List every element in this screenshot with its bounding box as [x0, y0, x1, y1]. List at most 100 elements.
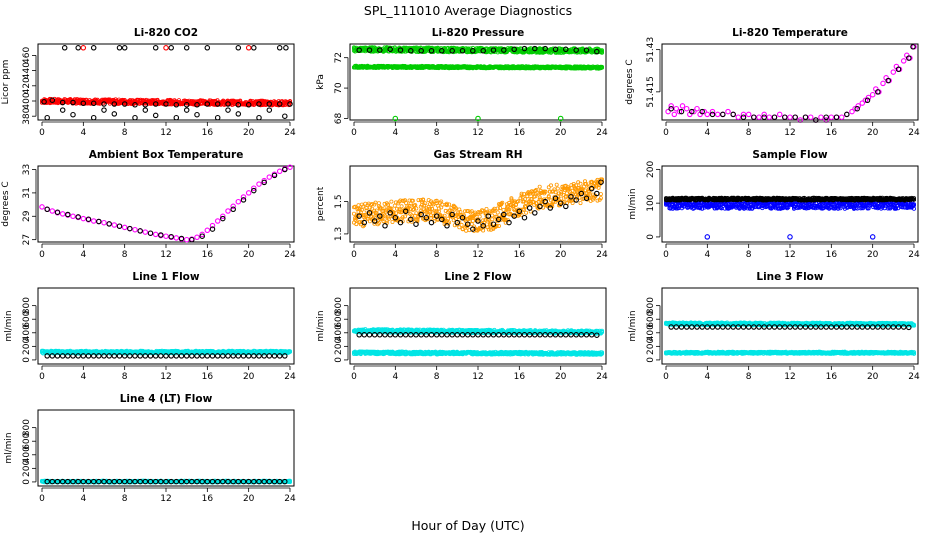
point-s4	[225, 107, 231, 113]
point-s2	[90, 45, 97, 51]
point-s1	[428, 48, 435, 54]
point-s0	[900, 58, 907, 64]
point-s0	[865, 94, 872, 101]
point-s0	[598, 192, 603, 197]
point-s0	[481, 208, 486, 213]
point-s1	[910, 44, 916, 50]
point-s0	[487, 209, 492, 214]
point-s1	[106, 221, 112, 227]
point-s0	[766, 114, 773, 120]
point-s1	[823, 114, 829, 120]
plot-frame	[349, 165, 607, 243]
point-s2	[283, 45, 289, 51]
y-tick-label: 31	[22, 187, 32, 198]
point-s1	[771, 114, 778, 120]
point-s1	[75, 214, 81, 220]
point-s0	[413, 203, 418, 208]
point-s4	[235, 111, 242, 117]
point-s0	[464, 228, 469, 233]
point-s0	[121, 224, 128, 231]
point-s0	[495, 206, 500, 211]
y-tick-label: 440	[22, 62, 32, 79]
point-s0	[402, 214, 407, 219]
point-s0	[436, 209, 441, 214]
x-tick-label: 20	[243, 250, 255, 260]
point-s1	[194, 102, 200, 108]
point-s0	[382, 206, 387, 211]
point-s1	[90, 100, 97, 107]
point-s0	[549, 183, 554, 188]
point-s0	[508, 212, 513, 217]
plot-frame	[37, 43, 295, 121]
point-s0	[393, 211, 398, 216]
point-s0	[90, 218, 97, 224]
x-tick-label: 0	[39, 128, 45, 138]
y-axis-label: degrees C	[1, 181, 11, 226]
point-s0	[701, 108, 707, 115]
point-s0	[49, 208, 56, 214]
point-s1	[266, 101, 273, 107]
x-tick-label: 4	[704, 250, 710, 260]
point-s0	[470, 218, 475, 223]
point-s0	[245, 190, 252, 196]
point-s1	[521, 214, 528, 221]
x-tick-label: 24	[284, 250, 296, 260]
y-tick-label: 1.5	[334, 194, 344, 208]
point-s0	[80, 215, 87, 222]
point-s0	[414, 206, 419, 211]
point-s1	[751, 114, 757, 120]
point-s1	[542, 45, 548, 52]
point-s0	[442, 213, 447, 218]
point-s4	[152, 112, 159, 119]
point-s1	[282, 166, 288, 173]
x-tick-label: 24	[908, 250, 920, 260]
y-tick-label: 460	[22, 47, 32, 64]
point-s1	[552, 46, 559, 53]
point-s1	[573, 47, 579, 53]
x-tick-label: 24	[908, 128, 920, 138]
x-tick-label: 16	[826, 250, 838, 260]
y-tick-label: 400	[22, 92, 32, 109]
point-s3	[392, 115, 399, 122]
point-s0	[410, 198, 415, 203]
point-s1	[844, 111, 850, 118]
point-s1	[261, 179, 267, 186]
point-s1	[127, 225, 133, 232]
point-s0	[374, 208, 379, 213]
point-s0	[500, 200, 505, 205]
point-s0	[230, 203, 236, 210]
point-s0	[251, 185, 257, 191]
point-s1	[256, 101, 262, 107]
y-tick-label: 72	[334, 52, 344, 63]
point-s0	[890, 69, 897, 75]
point-s4	[256, 114, 262, 121]
point-s1	[439, 48, 445, 54]
point-s1	[532, 45, 538, 52]
point-s0	[59, 211, 66, 217]
point-s0	[431, 202, 436, 207]
point-s0	[714, 111, 721, 118]
point-s0	[501, 207, 506, 212]
x-tick-label: 16	[514, 128, 526, 138]
point-s1	[204, 101, 211, 107]
x-tick-label: 24	[596, 128, 608, 138]
point-s0	[673, 105, 680, 112]
point-s0	[459, 222, 464, 227]
point-s2	[704, 234, 711, 240]
point-s1	[111, 101, 118, 107]
point-s0	[709, 108, 716, 115]
point-s1	[54, 209, 61, 215]
point-s0	[261, 177, 267, 184]
point-s0	[691, 108, 697, 115]
point-s0	[370, 201, 375, 206]
point-s2	[869, 234, 876, 240]
x-axis: 0 4 8 12 16 20 24	[39, 243, 296, 260]
plot-frame	[349, 43, 607, 121]
point-s1	[720, 111, 726, 118]
point-s2	[787, 234, 793, 240]
point-s1	[235, 102, 242, 108]
